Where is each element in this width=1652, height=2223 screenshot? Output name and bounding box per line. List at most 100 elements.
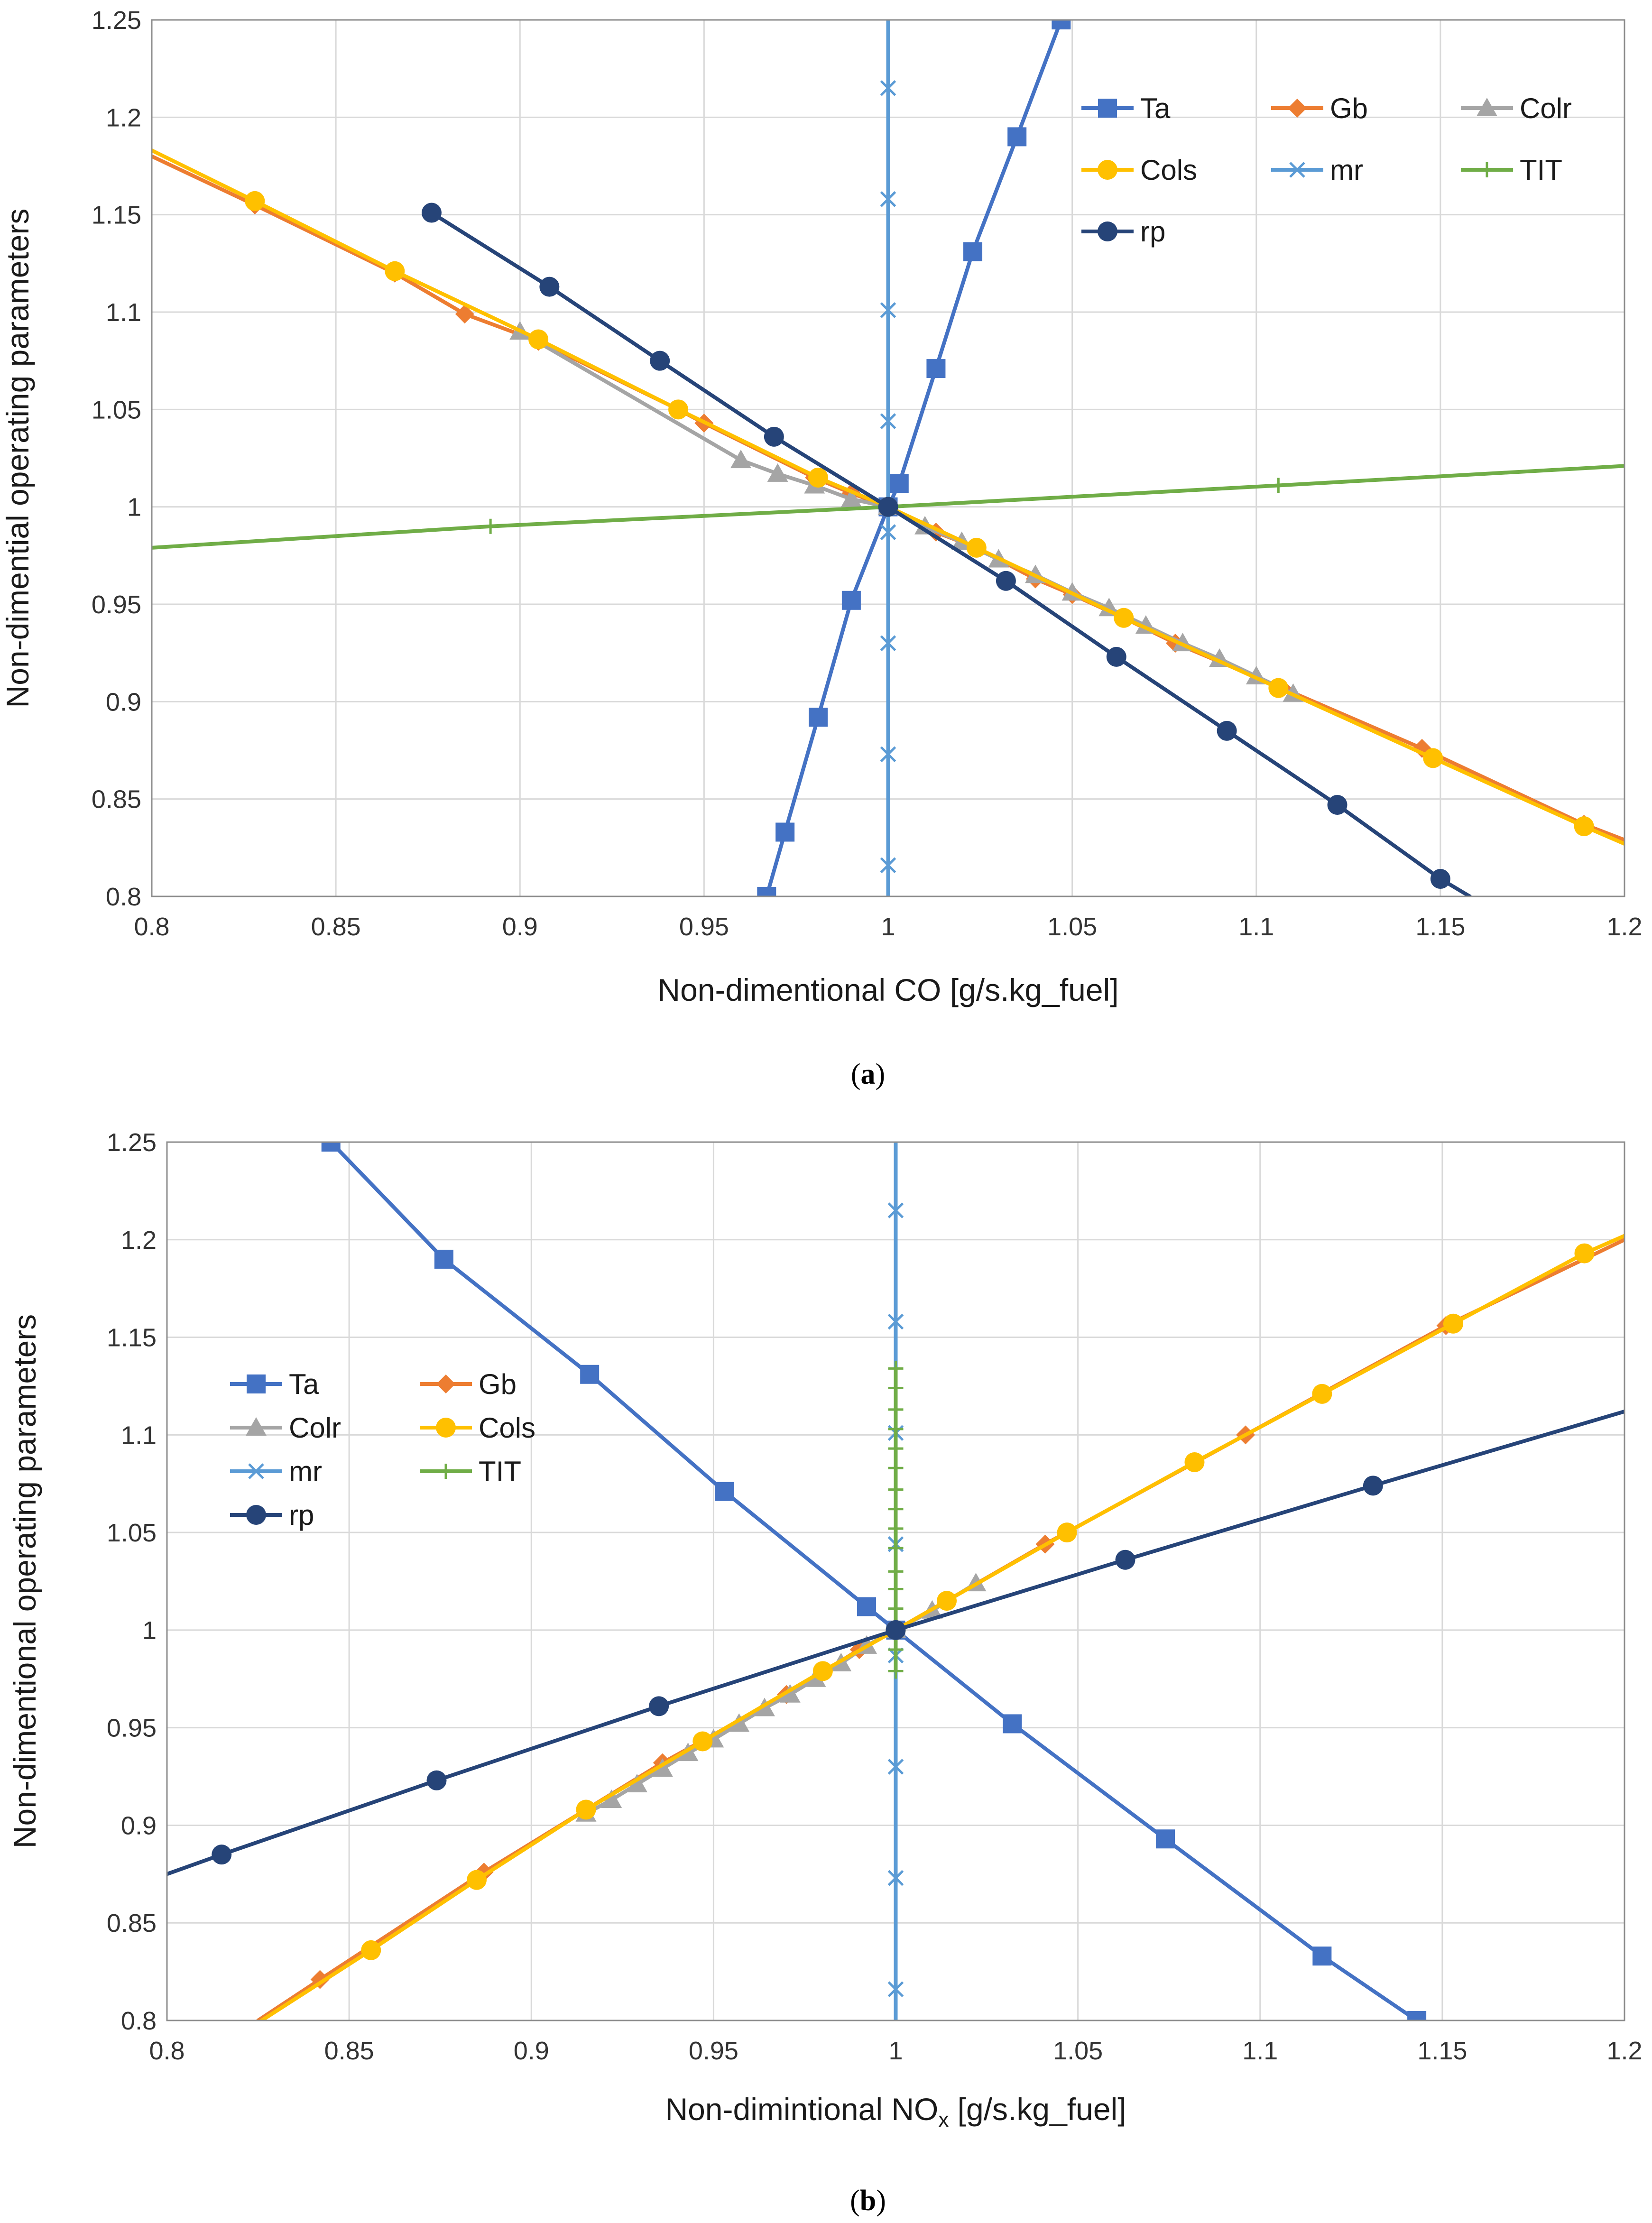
chart-b-series-rp xyxy=(167,1409,1624,1876)
chart-a-legend-marker-tit xyxy=(1479,162,1495,177)
chart-b-x-axis-label-main: Non-dimintional NO xyxy=(665,2092,938,2127)
chart-a-point-rp xyxy=(539,277,560,297)
chart-a-series-rp xyxy=(421,203,1472,896)
chart-b-point-tit xyxy=(888,1581,904,1597)
chart-a-point-ta xyxy=(889,474,909,493)
chart-a-point-mr xyxy=(880,746,896,762)
chart-a-legend-marker-colr xyxy=(1477,98,1497,116)
chart-b-point-ta xyxy=(321,1142,341,1152)
chart-b-legend-item-rp: rp xyxy=(230,1499,314,1531)
chart-b-point-ta xyxy=(1312,1946,1332,1966)
chart-a-point-ta xyxy=(1052,20,1071,29)
chart-b-x-tick-label: 1.2 xyxy=(1606,2037,1642,2065)
chart-a-point-colr xyxy=(767,463,788,482)
chart-b-legend-label-tit: TIT xyxy=(479,1456,521,1487)
chart-b-point-cols xyxy=(1184,1452,1205,1472)
chart-a-point-mr xyxy=(880,191,896,207)
chart-b-point-tit xyxy=(888,1361,904,1376)
chart-a-x-tick-label: 1.15 xyxy=(1415,913,1465,941)
chart-b-point-tit xyxy=(888,1540,904,1556)
chart-b-y-tick-label: 1.15 xyxy=(107,1324,157,1352)
chart-a-point-cols xyxy=(1574,816,1594,837)
chart-a-point-rp xyxy=(1217,720,1237,741)
chart-b-point-tit xyxy=(888,1421,904,1437)
chart-b-point-cols xyxy=(1574,1243,1595,1264)
chart-b-point-colr xyxy=(729,1713,750,1732)
chart-b-caption-letter: b xyxy=(860,2185,876,2217)
chart-a-y-tick-label: 1.15 xyxy=(92,201,141,230)
chart-a-series-mr xyxy=(880,20,896,896)
chart-a-legend-marker-rp xyxy=(1098,221,1117,241)
chart-b-y-tick-label: 0.9 xyxy=(121,1811,157,1840)
chart-panel-b: 0.8 0.85 0.9 0.95 1 1.05 1.1 1.15 1.2 0.8 0.85 0.9 0… xyxy=(7,1128,1643,2217)
chart-b-x-tick-label: 0.95 xyxy=(689,2037,738,2065)
chart-b-legend-item-ta: Ta xyxy=(230,1368,319,1400)
chart-b-x-axis-label-sub: x xyxy=(938,2108,949,2131)
chart-b-x-tick-label: 0.8 xyxy=(149,2037,185,2065)
chart-a-x-tick-label: 1.05 xyxy=(1047,913,1097,941)
chart-b-point-rp xyxy=(886,1620,906,1640)
chart-b-point-colr xyxy=(601,1789,622,1808)
chart-a-point-rp xyxy=(421,203,442,223)
chart-a-line-colr xyxy=(518,330,1295,696)
chart-b-legend-marker-colr xyxy=(246,1417,267,1436)
chart-a-legend-marker-gb xyxy=(1288,99,1307,118)
chart-b-legend-item-cols: Cols xyxy=(420,1412,535,1444)
chart-b-point-tit xyxy=(888,1663,904,1679)
chart-a-legend-item-rp: rp xyxy=(1081,216,1165,248)
chart-b-y-tick-label: 0.85 xyxy=(107,1909,157,1937)
chart-b-legend-item-colr: Colr xyxy=(230,1412,341,1444)
chart-a-point-ta xyxy=(963,242,983,261)
chart-b-x-tick-label: 1.1 xyxy=(1242,2037,1278,2065)
chart-b-point-tit xyxy=(888,1402,904,1417)
chart-a-point-rp xyxy=(650,351,670,371)
chart-b-line-ta xyxy=(329,1142,1419,2020)
chart-a-x-tick-label: 0.9 xyxy=(502,913,538,941)
chart-b-point-tit xyxy=(888,1521,904,1536)
chart-a-plot-frame xyxy=(151,19,1625,897)
chart-b-y-tick-label: 1.25 xyxy=(107,1128,157,1157)
chart-a-legend-item-gb: Gb xyxy=(1271,92,1368,124)
chart-a-point-cols xyxy=(1423,748,1443,768)
chart-b-y-tick-label: 1.05 xyxy=(107,1519,157,1547)
chart-b-y-tick-label: 0.95 xyxy=(107,1714,157,1743)
chart-b-point-cols xyxy=(1443,1313,1463,1334)
chart-b-y-axis-label: Non-dimentional operating parameters xyxy=(7,1314,42,1848)
chart-b-x-axis-label-tail: [g/s.kg_fuel] xyxy=(949,2092,1126,2127)
chart-a-point-mr xyxy=(880,635,896,651)
chart-b-point-mr xyxy=(887,1870,904,1886)
chart-a-point-cols xyxy=(668,399,689,420)
chart-a-point-ta xyxy=(841,590,861,610)
chart-a-y-tick-label: 0.85 xyxy=(92,785,141,814)
chart-a-point-cols xyxy=(1114,608,1134,628)
chart-b-point-mr xyxy=(887,1313,904,1330)
chart-b-point-cols xyxy=(467,1870,487,1890)
chart-b-x-tick-label: 0.9 xyxy=(514,2037,549,2065)
chart-a-point-ta xyxy=(775,822,795,842)
chart-b-point-colr xyxy=(627,1774,648,1793)
chart-a-legend-item-ta: Ta xyxy=(1081,92,1171,124)
chart-b-point-ta xyxy=(1003,1714,1022,1734)
chart-b-point-ta xyxy=(715,1482,734,1501)
chart-b-legend-label-colr: Colr xyxy=(289,1412,341,1444)
chart-b-legend-marker-tit xyxy=(438,1464,453,1479)
chart-b-point-mr xyxy=(887,1981,904,1997)
chart-b-series xyxy=(167,1142,1624,2020)
chart-a-point-rp xyxy=(1327,794,1347,815)
chart-a-point-cols xyxy=(528,329,549,350)
chart-a-legend: Ta Gb Colr Cols mr TIT rp xyxy=(1081,92,1572,248)
chart-b-line-rp xyxy=(167,1409,1624,1876)
chart-b-legend-item-gb: Gb xyxy=(420,1368,517,1400)
chart-a-point-ta xyxy=(926,359,946,378)
chart-b-point-cols xyxy=(937,1591,957,1611)
chart-b-point-rp xyxy=(1115,1550,1135,1570)
chart-a-y-tick-label: 1.2 xyxy=(106,103,141,132)
chart-b-point-cols xyxy=(361,1940,381,1960)
chart-b-legend-label-rp: rp xyxy=(289,1499,314,1531)
chart-a-point-mr xyxy=(880,857,896,874)
chart-a-legend-item-cols: Cols xyxy=(1081,154,1197,186)
chart-a-point-rp xyxy=(878,497,898,517)
chart-b-legend-marker-mr xyxy=(248,1463,264,1479)
chart-a-y-tick-label: 1.05 xyxy=(92,396,141,424)
chart-a-legend-label-tit: TIT xyxy=(1520,154,1562,186)
